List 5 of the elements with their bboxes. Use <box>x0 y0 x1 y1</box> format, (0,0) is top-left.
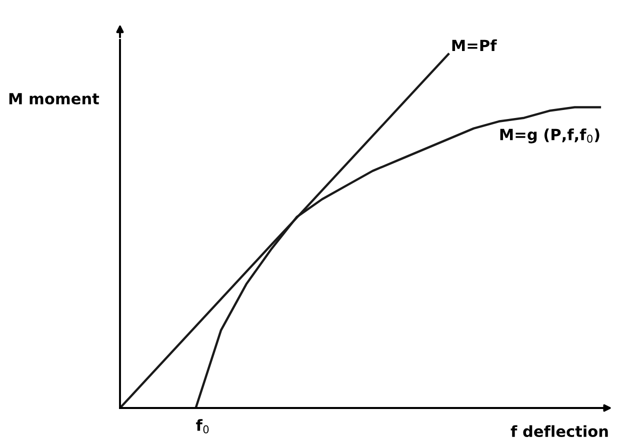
series-label: M=Pf <box>452 39 497 51</box>
text: f$_{0}$ <box>196 419 209 434</box>
x-axis-title: f deflection <box>510 425 608 438</box>
series-label: M=g (P,f,f$_{0}$) <box>500 128 600 144</box>
y-axis-title: M moment <box>9 93 100 104</box>
